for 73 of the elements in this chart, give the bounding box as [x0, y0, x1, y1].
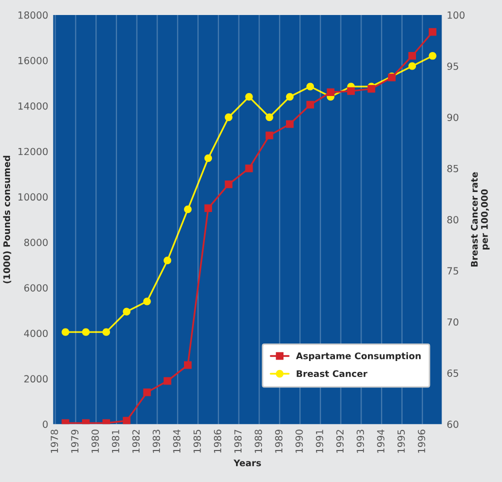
x-tick-label: 1981 — [112, 430, 120, 453]
x-tick-label: 1986 — [214, 430, 222, 453]
point — [408, 52, 416, 60]
y-tick-label: 6000 — [24, 284, 48, 292]
y-tick-label: 0 — [42, 420, 48, 428]
x-tick-label: 1989 — [275, 430, 282, 453]
point — [204, 154, 212, 162]
point — [266, 113, 274, 122]
point — [326, 88, 334, 96]
point — [428, 52, 436, 60]
point — [122, 416, 130, 424]
x-tick-label: 1982 — [132, 430, 140, 453]
y2-tick-label: 75 — [447, 267, 458, 275]
x-tick-label: 1983 — [152, 430, 160, 453]
y-tick-label: 4000 — [24, 330, 48, 338]
point — [143, 388, 151, 396]
x-tick-label: 1984 — [173, 430, 180, 453]
y-tick-label: 8000 — [24, 238, 48, 246]
point — [164, 256, 172, 264]
point — [102, 328, 110, 336]
y2-tick-label: 95 — [447, 62, 458, 70]
point — [266, 132, 274, 140]
x-tick-label: 1990 — [295, 430, 303, 453]
y2-axis-title: Breast Cancer rate per 100,000 — [470, 172, 490, 267]
y2-tick-label: 80 — [447, 216, 458, 224]
point — [408, 62, 416, 70]
y2-tick-label: 65 — [447, 369, 458, 377]
y2-tick-label: 70 — [447, 318, 458, 326]
point — [143, 298, 151, 306]
x-tick-label: 1988 — [254, 430, 262, 453]
y2-tick-label: 100 — [448, 11, 465, 19]
point — [204, 204, 212, 212]
point — [306, 82, 314, 90]
x-axis-title: Years — [234, 460, 261, 466]
x-tick-label: 1995 — [397, 430, 405, 453]
point — [184, 206, 192, 214]
y-tick-label: 14000 — [18, 102, 48, 110]
point — [62, 328, 70, 336]
legend-label: Breast Cancer — [296, 370, 368, 378]
x-tick-label: 1985 — [193, 430, 201, 453]
point — [184, 361, 192, 369]
point — [82, 328, 90, 336]
y-axis-title: (1000) Pounds consumed — [3, 156, 12, 284]
point — [164, 377, 172, 385]
point — [245, 164, 253, 172]
y-tick-label: 12000 — [18, 148, 48, 156]
point — [428, 28, 436, 36]
point — [286, 92, 294, 101]
point — [286, 120, 294, 128]
x-tick-label: 1987 — [234, 430, 242, 453]
x-tick-label: 1979 — [71, 430, 78, 453]
point — [347, 87, 355, 95]
y-tick-label: 18000 — [18, 11, 48, 19]
x-tick-label: 1994 — [377, 430, 384, 453]
x-tick-label: 1992 — [336, 430, 344, 453]
legend-label: Aspartame Consumption — [296, 352, 421, 362]
y-tick-label: 10000 — [18, 193, 48, 201]
y2-tick-label: 85 — [447, 164, 458, 172]
point — [122, 308, 130, 316]
y-tick-label: 16000 — [18, 56, 48, 64]
y2-tick-label: 90 — [447, 114, 458, 122]
x-tick-label: 1980 — [92, 430, 99, 453]
x-tick-label: 1978 — [50, 430, 58, 453]
x-tick-label: 1991 — [316, 430, 324, 453]
point — [224, 180, 232, 188]
y-tick-label: 2000 — [24, 375, 48, 383]
point — [368, 85, 376, 93]
point — [245, 92, 253, 101]
point — [224, 113, 232, 122]
x-tick-label: 1993 — [356, 430, 364, 453]
x-tick-label: 1996 — [418, 430, 426, 453]
y2-tick-label: 60 — [447, 420, 458, 428]
point — [306, 100, 314, 109]
